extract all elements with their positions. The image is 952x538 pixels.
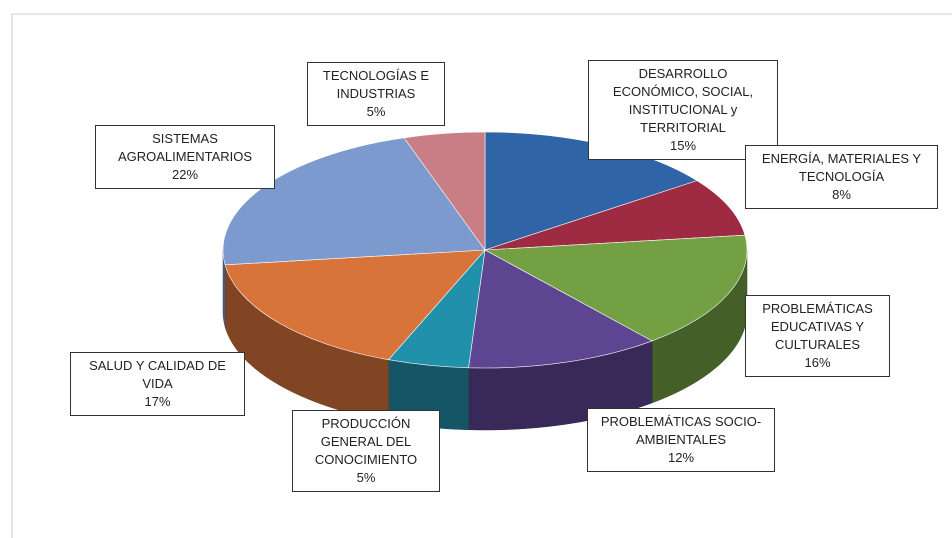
category-label: SALUD Y CALIDAD DE VIDA [89, 358, 226, 391]
category-label: ENERGÍA, MATERIALES Y TECNOLOGÍA [761, 151, 922, 184]
category-label: DESARROLLO ECONÓMICO, SOCIAL, INSTITUCIO… [612, 66, 754, 135]
data-label: PROBLEMÁTICAS EDUCATIVAS Y CULTURALES 16% [745, 295, 890, 377]
data-label: PROBLEMÁTICAS SOCIO-AMBIENTALES 12% [587, 408, 775, 472]
slice [224, 249, 486, 361]
category-label: TECNOLOGÍAS E INDUSTRIAS [322, 68, 430, 101]
data-label: DESARROLLO ECONÓMICO, SOCIAL, INSTITUCIO… [588, 60, 778, 160]
frame [11, 13, 952, 538]
value-label: 5% [356, 470, 376, 485]
value-label: 8% [832, 187, 851, 202]
value-label: 22% [171, 167, 199, 182]
data-label: ENERGÍA, MATERIALES Y TECNOLOGÍA 8% [745, 145, 938, 209]
value-label: 16% [804, 355, 831, 370]
value-label: 12% [667, 450, 695, 465]
data-label: SALUD Y CALIDAD DE VIDA 17% [70, 352, 245, 416]
value-label: 17% [144, 394, 171, 409]
slice [403, 131, 486, 251]
category-label: PROBLEMÁTICAS EDUCATIVAS Y CULTURALES [762, 301, 873, 352]
data-label: PRODUCCIÓN GENERAL DEL CONOCIMIENTO 5% [292, 410, 440, 492]
data-label: SISTEMAS AGROALIMENTARIOS 22% [95, 125, 275, 189]
slice [468, 249, 653, 369]
value-label: 5% [366, 104, 386, 119]
category-label: PROBLEMÁTICAS SOCIO-AMBIENTALES [600, 414, 762, 447]
slice [483, 234, 748, 342]
data-label: TECNOLOGÍAS E INDUSTRIAS 5% [307, 62, 445, 126]
category-label: PRODUCCIÓN GENERAL DEL CONOCIMIENTO [314, 416, 418, 467]
value-label: 15% [669, 138, 697, 153]
category-label: SISTEMAS AGROALIMENTARIOS [117, 131, 253, 164]
slice [484, 180, 746, 251]
